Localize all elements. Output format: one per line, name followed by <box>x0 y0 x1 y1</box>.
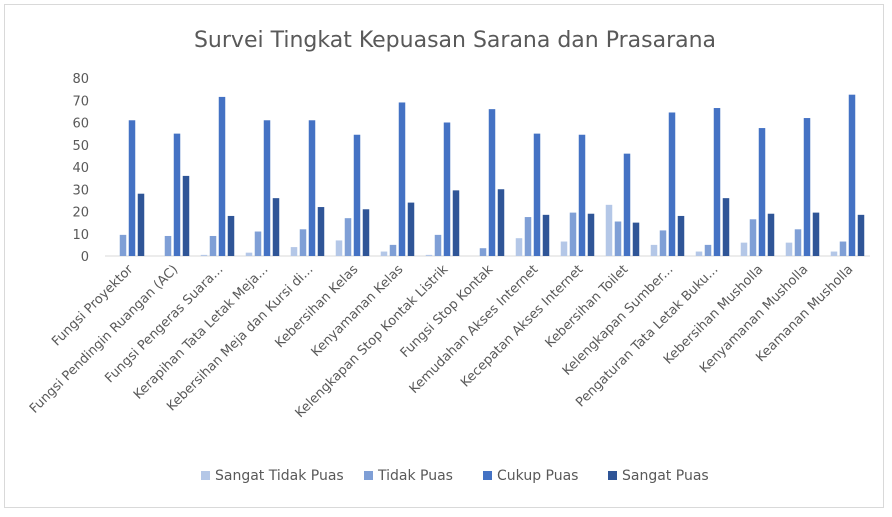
bar <box>713 108 721 256</box>
legend-label: Sangat Puas <box>622 468 709 484</box>
bar <box>632 222 640 256</box>
bar <box>677 215 685 256</box>
bar <box>812 212 820 256</box>
bar <box>254 231 262 256</box>
y-tick-label: 70 <box>72 94 89 109</box>
bar-chart: Survei Tingkat Kepuasan Sarana dan Prasa… <box>27 28 870 484</box>
legend-swatch <box>608 471 617 480</box>
bar <box>227 215 235 256</box>
legend-label: Tidak Puas <box>377 468 453 484</box>
bar <box>137 193 145 256</box>
y-tick-label: 10 <box>72 228 89 243</box>
bar <box>452 190 460 256</box>
bar <box>767 213 775 256</box>
bar <box>668 112 676 256</box>
bar <box>749 219 757 256</box>
bar <box>830 251 838 256</box>
chart-frame: Survei Tingkat Kepuasan Sarana dan Prasa… <box>4 4 884 508</box>
bar <box>785 242 793 256</box>
x-tick-label: Kebersihan Kelas <box>272 262 361 351</box>
bar <box>263 120 271 257</box>
bar <box>425 254 433 256</box>
bar <box>587 213 595 256</box>
bar <box>245 252 253 256</box>
bar <box>299 229 307 256</box>
bar <box>182 175 190 256</box>
bar <box>362 209 370 256</box>
bar <box>209 235 217 256</box>
bar <box>497 189 505 256</box>
bar <box>758 128 766 256</box>
bar <box>353 134 361 256</box>
y-tick-label: 60 <box>72 117 89 132</box>
bar <box>524 217 532 256</box>
bar <box>173 133 181 256</box>
bar <box>650 244 658 256</box>
y-tick-label: 40 <box>72 161 89 176</box>
bar <box>479 248 487 256</box>
bar <box>803 118 811 256</box>
legend: Sangat Tidak Puas Tidak Puas Cukup Puas San… <box>201 468 709 484</box>
bar <box>389 244 397 256</box>
bar <box>542 214 550 256</box>
bar <box>578 134 586 256</box>
bar <box>623 153 631 256</box>
y-tick-label: 20 <box>72 206 89 221</box>
legend-swatch <box>483 471 492 480</box>
bar <box>533 133 541 256</box>
bar <box>200 254 208 256</box>
y-tick-label: 0 <box>81 250 89 265</box>
bar <box>218 96 226 256</box>
bar <box>335 240 343 256</box>
bar <box>560 241 568 256</box>
bar <box>398 102 406 256</box>
bar <box>569 212 577 256</box>
y-axis-ticks: 0 10 20 30 40 50 60 70 80 <box>72 72 89 265</box>
bar <box>344 218 352 256</box>
bar <box>317 207 325 256</box>
bar <box>740 242 748 256</box>
bar <box>857 214 865 256</box>
bar <box>614 221 622 256</box>
bar <box>515 238 523 256</box>
bar <box>659 230 667 256</box>
bar <box>722 198 730 256</box>
bar <box>839 241 847 256</box>
bar <box>704 244 712 256</box>
bar <box>488 109 496 257</box>
bars <box>119 94 865 257</box>
bar <box>380 251 388 256</box>
bar <box>164 235 172 256</box>
legend-label: Cukup Puas <box>497 468 578 484</box>
bar <box>407 202 415 256</box>
bar <box>848 94 856 256</box>
legend-label: Sangat Tidak Puas <box>215 468 344 484</box>
chart-title: Survei Tingkat Kepuasan Sarana dan Prasa… <box>194 28 716 53</box>
legend-swatch <box>364 471 373 480</box>
bar <box>119 234 127 256</box>
y-tick-label: 80 <box>72 72 89 87</box>
bar <box>128 120 136 257</box>
y-tick-label: 30 <box>72 183 89 198</box>
bar <box>794 229 802 256</box>
bar <box>605 204 613 256</box>
bar <box>695 251 703 256</box>
bar <box>434 234 442 256</box>
y-tick-label: 50 <box>72 139 89 154</box>
bar <box>290 247 298 256</box>
bar <box>443 122 451 256</box>
bar <box>308 120 316 257</box>
x-tick-label: Kebersihan Toilet <box>543 262 632 351</box>
x-tick-label: Fungsi Proyektor <box>49 262 137 350</box>
legend-swatch <box>201 471 210 480</box>
bar <box>272 198 280 256</box>
